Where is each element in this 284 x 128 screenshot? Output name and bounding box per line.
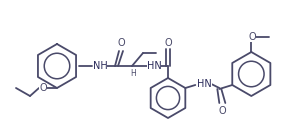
Text: O: O	[248, 32, 256, 42]
Text: HN: HN	[197, 79, 212, 89]
Text: NH: NH	[93, 61, 107, 71]
Text: O: O	[39, 83, 47, 93]
Text: O: O	[218, 106, 226, 116]
Text: H: H	[130, 68, 136, 77]
Text: HN: HN	[147, 61, 161, 71]
Text: O: O	[117, 38, 125, 48]
Text: O: O	[164, 38, 172, 48]
